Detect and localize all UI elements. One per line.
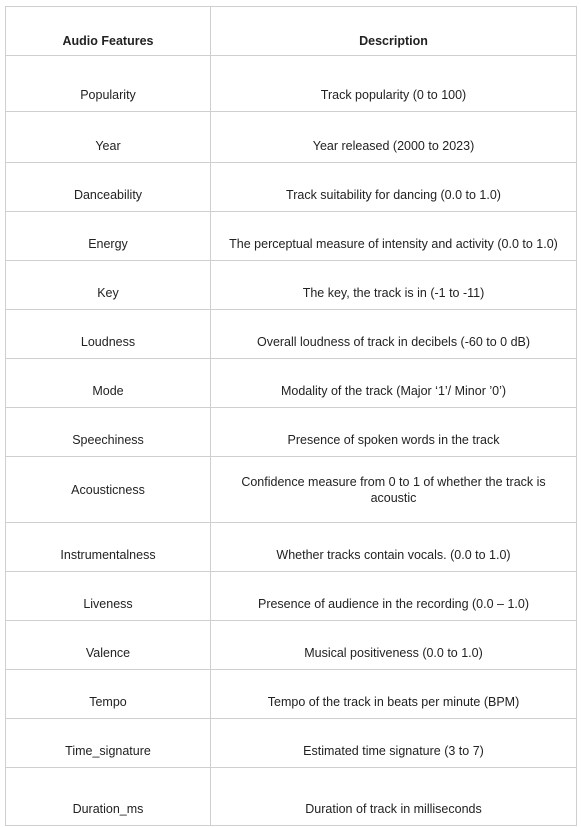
table-row: Danceability Track suitability for danci… bbox=[5, 162, 577, 212]
feature-cell: Mode bbox=[5, 358, 211, 408]
feature-cell: Energy bbox=[5, 211, 211, 261]
column-header-audio-features: Audio Features bbox=[5, 6, 211, 56]
description-cell: Tempo of the track in beats per minute (… bbox=[210, 669, 577, 719]
column-header-description: Description bbox=[210, 6, 577, 56]
table-row: Liveness Presence of audience in the rec… bbox=[5, 571, 577, 621]
table-row: Speechiness Presence of spoken words in … bbox=[5, 407, 577, 457]
description-cell: The perceptual measure of intensity and … bbox=[210, 211, 577, 261]
table-row: Mode Modality of the track (Major ‘1’/ M… bbox=[5, 358, 577, 408]
description-cell: Estimated time signature (3 to 7) bbox=[210, 718, 577, 768]
table-row: Tempo Tempo of the track in beats per mi… bbox=[5, 669, 577, 719]
table-row: Key The key, the track is in (-1 to -11) bbox=[5, 260, 577, 310]
description-cell: Confidence measure from 0 to 1 of whethe… bbox=[210, 456, 577, 523]
description-cell: Duration of track in milliseconds bbox=[210, 767, 577, 826]
table-row: Year Year released (2000 to 2023) bbox=[5, 111, 577, 163]
feature-cell: Danceability bbox=[5, 162, 211, 212]
table-row: Instrumentalness Whether tracks contain … bbox=[5, 522, 577, 572]
feature-cell: Loudness bbox=[5, 309, 211, 359]
table-header-row: Audio Features Description bbox=[5, 6, 577, 56]
table-row: Valence Musical positiveness (0.0 to 1.0… bbox=[5, 620, 577, 670]
feature-cell: Key bbox=[5, 260, 211, 310]
table-row: Time_signature Estimated time signature … bbox=[5, 718, 577, 768]
description-cell: Whether tracks contain vocals. (0.0 to 1… bbox=[210, 522, 577, 572]
description-cell: Modality of the track (Major ‘1’/ Minor … bbox=[210, 358, 577, 408]
table-row: Popularity Track popularity (0 to 100) bbox=[5, 55, 577, 112]
feature-cell: Speechiness bbox=[5, 407, 211, 457]
feature-cell: Time_signature bbox=[5, 718, 211, 768]
description-cell: Presence of spoken words in the track bbox=[210, 407, 577, 457]
table-row: Loudness Overall loudness of track in de… bbox=[5, 309, 577, 359]
table-row: Duration_ms Duration of track in millise… bbox=[5, 767, 577, 826]
description-cell: Musical positiveness (0.0 to 1.0) bbox=[210, 620, 577, 670]
feature-cell: Tempo bbox=[5, 669, 211, 719]
feature-cell: Valence bbox=[5, 620, 211, 670]
feature-cell: Year bbox=[5, 111, 211, 163]
feature-cell: Popularity bbox=[5, 55, 211, 112]
feature-cell: Liveness bbox=[5, 571, 211, 621]
description-cell: Track suitability for dancing (0.0 to 1.… bbox=[210, 162, 577, 212]
feature-cell: Acousticness bbox=[5, 456, 211, 523]
description-cell: Overall loudness of track in decibels (-… bbox=[210, 309, 577, 359]
table-row: Energy The perceptual measure of intensi… bbox=[5, 211, 577, 261]
description-cell: The key, the track is in (-1 to -11) bbox=[210, 260, 577, 310]
feature-cell: Duration_ms bbox=[5, 767, 211, 826]
feature-cell: Instrumentalness bbox=[5, 522, 211, 572]
description-cell: Track popularity (0 to 100) bbox=[210, 55, 577, 112]
description-cell: Year released (2000 to 2023) bbox=[210, 111, 577, 163]
table-row: Acousticness Confidence measure from 0 t… bbox=[5, 456, 577, 523]
description-cell: Presence of audience in the recording (0… bbox=[210, 571, 577, 621]
audio-features-table: Audio Features Description Popularity Tr… bbox=[5, 6, 577, 826]
